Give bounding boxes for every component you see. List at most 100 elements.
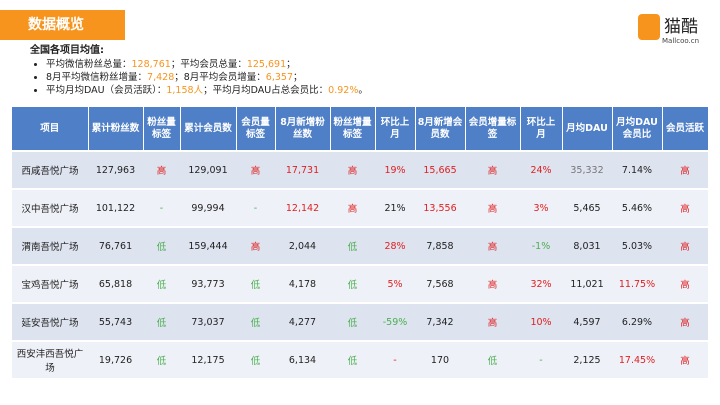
table-body: 西咸吾悦广场 127,963 高 129,091 高 17,731 高 19% 15,665 高 2…	[12, 150, 708, 378]
column-header: 月均DAU	[562, 107, 613, 151]
cell: 93,773	[180, 264, 236, 303]
bullet: 平均微信粉丝总量：128,761；平均会员总量：125,691；	[46, 58, 368, 71]
cell: 3%	[520, 188, 562, 227]
cell: 7,858	[415, 226, 465, 265]
highlight-value: 0.92%	[328, 85, 359, 96]
cell: 170	[415, 340, 465, 378]
cell: 低	[330, 340, 375, 378]
row-label: 西咸吾悦广场	[12, 150, 88, 189]
data-table: 项目 累计粉丝数 粉丝量标签 累计会员数 会员量标签 8月新增粉丝数 粉丝增量标签 环比上月 8…	[12, 107, 709, 378]
cell: 高	[236, 226, 275, 265]
cell: 低	[330, 302, 375, 341]
cell: 12,142	[275, 188, 330, 227]
logo: 猫酷 Mallcoo.cn	[638, 12, 708, 48]
cell: -1%	[520, 226, 562, 265]
cell: 129,091	[180, 150, 236, 189]
column-header: 8月新增会员数	[415, 107, 466, 151]
cell: 5,465	[562, 188, 612, 227]
cell: 11.75%	[612, 264, 662, 303]
cell: 高	[465, 302, 520, 341]
cell: 高	[330, 150, 375, 189]
summary: 全国各项目均值: 平均微信粉丝总量：128,761；平均会员总量：125,691…	[30, 44, 368, 97]
cell: 高	[662, 150, 708, 189]
cell: 7,568	[415, 264, 465, 303]
cell: 8,031	[562, 226, 612, 265]
cell: 73,037	[180, 302, 236, 341]
cell: 6.29%	[612, 302, 662, 341]
cell: -	[375, 340, 415, 378]
table-row: 西安沣西吾悦广场 19,726 低 12,175 低 6,134 低 -170 低 -2,125 1…	[12, 340, 708, 378]
bullet-text: 8月平均微信粉丝增量：	[46, 72, 148, 83]
highlight-value: 1,158人	[166, 85, 204, 96]
row-label: 汉中吾悦广场	[12, 188, 88, 227]
row-label: 延安吾悦广场	[12, 302, 88, 341]
bullet-text: ；	[293, 72, 303, 83]
cell: 101,122	[88, 188, 143, 227]
cell: 2,044	[275, 226, 330, 265]
bullet-text: ；平均月均DAU占总会员比：	[203, 85, 329, 96]
cell: 19%	[375, 150, 415, 189]
cell: 5.46%	[612, 188, 662, 227]
row-label: 西安沣西吾悦广场	[12, 340, 88, 378]
cell: 21%	[375, 188, 415, 227]
row-label: 渭南吾悦广场	[12, 226, 88, 265]
cell: -	[520, 340, 562, 378]
column-header: 项目	[12, 107, 89, 151]
cell: 76,761	[88, 226, 143, 265]
table-row: 渭南吾悦广场 76,761 低 159,444 高 2,044 低 28% 7,858 高 -1% 8…	[12, 226, 708, 265]
cell: 11,021	[562, 264, 612, 303]
cell: 4,277	[275, 302, 330, 341]
cell: 19,726	[88, 340, 143, 378]
highlight-value: 125,691	[246, 59, 287, 70]
cell: 高	[662, 264, 708, 303]
cell: 7,342	[415, 302, 465, 341]
cell: 4,597	[562, 302, 612, 341]
cell: -	[143, 188, 180, 227]
cell: 24%	[520, 150, 562, 189]
highlight-value: 7,428	[147, 72, 175, 83]
cell: 55,743	[88, 302, 143, 341]
bullet: 8月平均微信粉丝增量：7,428；8月平均会员增量：6,357；	[46, 71, 368, 84]
cell: 28%	[375, 226, 415, 265]
logo-icon	[638, 14, 660, 40]
table-row: 延安吾悦广场 55,743 低 73,037 低 4,277 低 -59% 7,342 高 10% 4…	[12, 302, 708, 341]
logo-url: Mallcoo.cn	[662, 37, 700, 45]
cell: 高	[465, 188, 520, 227]
cell: 低	[236, 302, 275, 341]
bullet-list: 平均微信粉丝总量：128,761；平均会员总量：125,691；8月平均微信粉丝…	[30, 58, 368, 97]
column-header: 粉丝量标签	[143, 107, 181, 151]
bullet-text: ；8月平均会员增量：	[174, 72, 266, 83]
cell: 7.14%	[612, 150, 662, 189]
cell: 10%	[520, 302, 562, 341]
cell: -59%	[375, 302, 415, 341]
column-header: 会员增量标签	[465, 107, 521, 151]
bullet-text: 平均微信粉丝总量：	[46, 59, 132, 70]
cell: 高	[662, 340, 708, 378]
summary-title: 全国各项目均值:	[30, 45, 104, 56]
cell: 159,444	[180, 226, 236, 265]
cell: 高	[465, 150, 520, 189]
table-row: 汉中吾悦广场 101,122-99,994-12,142 高 21% 13,556 高 3%…	[12, 188, 708, 227]
cell: 17.45%	[612, 340, 662, 378]
cell: 5.03%	[612, 226, 662, 265]
bullet-text: 平均月均DAU（会员活跃）：	[46, 85, 167, 96]
cell: 高	[143, 150, 180, 189]
cell: 低	[143, 302, 180, 341]
bullet-text: 。	[358, 85, 368, 96]
cell: 4,178	[275, 264, 330, 303]
cell: 高	[465, 264, 520, 303]
column-header: 会员活跃	[662, 107, 709, 151]
header-row: 项目 累计粉丝数 粉丝量标签 累计会员数 会员量标签 8月新增粉丝数 粉丝增量标签 环比上月 8…	[12, 107, 709, 151]
cell: 低	[465, 340, 520, 378]
column-header: 环比上月	[375, 107, 416, 151]
cell: 2,125	[562, 340, 612, 378]
cell: 低	[143, 340, 180, 378]
cell: 17,731	[275, 150, 330, 189]
cell: 6,134	[275, 340, 330, 378]
column-header: 会员量标签	[236, 107, 276, 151]
table-row: 宝鸡吾悦广场 65,818 低 93,773 低 4,178 低 5% 7,568 高 32% 11,…	[12, 264, 708, 303]
column-header: 累计粉丝数	[88, 107, 144, 151]
table-row: 西咸吾悦广场 127,963 高 129,091 高 17,731 高 19% 15,665 高 2…	[12, 150, 708, 189]
cell: 低	[143, 226, 180, 265]
cell: 低	[236, 340, 275, 378]
